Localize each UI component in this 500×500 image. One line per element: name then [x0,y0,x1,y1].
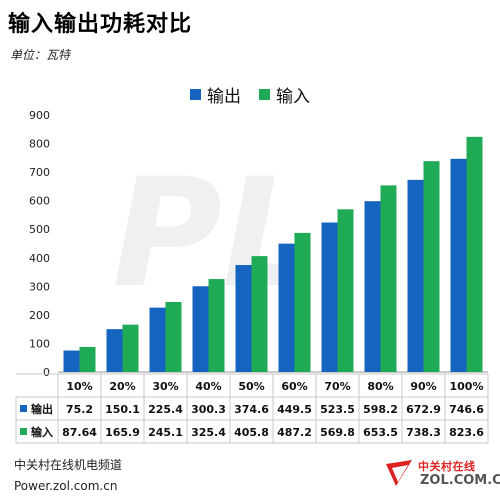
table-row-label: 输入 [31,425,53,439]
bar-output [192,286,209,372]
zol-logo-cn: 中关村在线 [418,460,476,473]
data-label: 523.5 [320,403,355,416]
zol-logo-icon [386,460,412,486]
bar-input [79,346,96,372]
data-label: 245.1 [148,426,183,439]
chart-legend: 输出 输入 [0,82,500,107]
data-label: 405.8 [234,426,269,439]
bar-input [337,209,354,372]
y-tick-label: 500 [29,223,50,236]
x-tick-label: 40% [195,380,221,393]
x-tick-label: 60% [281,380,307,393]
bar-output [63,350,80,372]
table-row-label: 输出 [31,402,53,416]
data-label: 738.3 [406,426,441,439]
data-label: 449.5 [277,403,312,416]
bar-input [251,256,268,372]
data-label: 823.6 [449,426,484,439]
y-tick-label: 100 [29,337,50,350]
y-tick-label: 800 [29,138,50,151]
data-label: 300.3 [191,403,226,416]
zol-logo-en: ZOL.COM.CN [420,473,500,488]
data-label: 325.4 [191,426,226,439]
data-label: 746.6 [449,403,484,416]
legend-swatch-output [190,89,201,100]
x-tick-label: 70% [324,380,350,393]
bar-input [423,161,440,372]
bar-output [278,243,295,372]
data-label: 87.64 [62,426,97,439]
legend-item-input: 输入 [259,82,310,107]
x-tick-label: 20% [109,380,135,393]
source-url: Power.zol.com.cn [14,479,118,493]
chart-subtitle: 单位：瓦特 [10,48,71,62]
source-credit: 中关村在线机电频道 Power.zol.com.cn [14,455,122,497]
legend-swatch-input [259,89,270,100]
data-label: 569.8 [320,426,355,439]
bar-input [294,232,311,372]
data-label: 225.4 [148,403,183,416]
data-label: 653.5 [363,426,398,439]
table-row-swatch [20,405,27,412]
zol-logo: 中关村在线 ZOL.COM.CN [382,454,500,492]
x-tick-label: 30% [152,380,178,393]
legend-label-output: 输出 [207,87,241,107]
bar-output [321,222,338,372]
bar-output [364,201,381,372]
bar-input [466,136,483,372]
y-tick-label: 700 [29,166,50,179]
y-tick-label: 600 [29,195,50,208]
data-label: 75.2 [66,403,93,416]
bar-output [235,265,252,372]
x-tick-label: 80% [367,380,393,393]
data-label: 374.6 [234,403,269,416]
y-tick-label: 400 [29,252,50,265]
table-row-swatch [20,428,27,435]
bar-input [122,324,139,372]
source-channel: 中关村在线机电频道 [14,458,123,472]
data-label: 150.1 [105,403,140,416]
y-tick-label: 0 [43,366,50,379]
x-tick-label: 90% [410,380,436,393]
bar-output [450,158,467,372]
y-tick-label: 900 [29,109,50,122]
y-tick-label: 300 [29,280,50,293]
data-label: 598.2 [363,403,398,416]
y-tick-label: 200 [29,309,50,322]
data-label: 165.9 [105,426,140,439]
x-tick-label: 50% [238,380,264,393]
legend-label-input: 输入 [276,87,310,107]
bar-input [380,185,397,372]
x-tick-label: 100% [450,380,484,393]
bar-output [407,179,424,372]
chart-title: 输入输出功耗对比 [8,12,193,37]
bar-input [208,279,225,372]
legend-item-output: 输出 [190,82,241,107]
bar-output [149,307,166,372]
bar-output [106,329,123,372]
data-label: 487.2 [277,426,312,439]
x-tick-label: 10% [66,380,92,393]
data-label: 672.9 [406,403,441,416]
bar-input [165,302,182,372]
